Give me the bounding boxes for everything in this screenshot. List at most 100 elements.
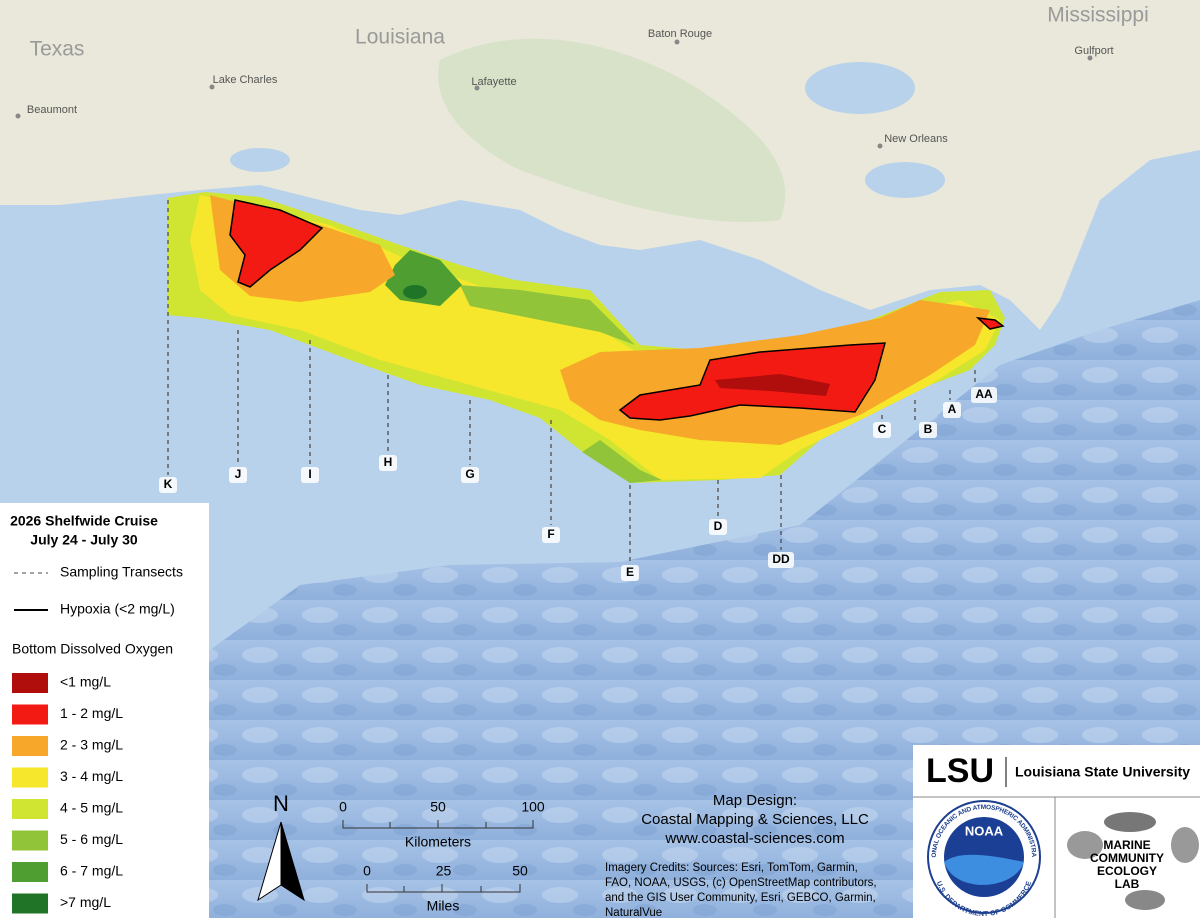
- city-marker: [209, 84, 215, 90]
- transect-label-bg: [768, 552, 794, 568]
- credits: Map Design: Coastal Mapping & Sciences, L…: [605, 792, 877, 918]
- city-marker: [877, 143, 883, 149]
- fish-drawing: [1104, 812, 1156, 832]
- transect-label-bg: [919, 422, 937, 438]
- zone-under-1: [715, 374, 830, 396]
- zone-1-2: [229, 199, 324, 288]
- legend-subtitle: Bottom Dissolved Oxygen: [12, 641, 173, 657]
- transect-label: J: [235, 467, 242, 481]
- noaa-logo: NOAA: [965, 823, 1004, 838]
- transect-label-bg: [159, 477, 177, 493]
- transect-label-bg: [461, 467, 479, 483]
- city-label: Beaumont: [27, 104, 77, 116]
- design-credit: Map Design:: [713, 792, 797, 809]
- transect-label-bg: [542, 527, 560, 543]
- transect-label-bg: [943, 402, 961, 418]
- scale-bar: Kilometers Miles 0 50 100 0 25 50: [339, 799, 545, 914]
- legend-label: 6 - 7 mg/L: [60, 863, 123, 879]
- lab-text: LAB: [1115, 877, 1140, 891]
- city-label: Lake Charles: [213, 74, 278, 86]
- transect-label: DD: [772, 552, 790, 566]
- zone-5-6: [460, 285, 635, 345]
- transect-label-bg: [301, 467, 319, 483]
- bay: [865, 162, 945, 198]
- legend-dates: July 24 - July 30: [30, 532, 138, 548]
- transect-label: E: [626, 565, 634, 579]
- transect-label: B: [924, 422, 933, 436]
- north-label: N: [273, 791, 289, 816]
- crab-drawing: [1171, 827, 1199, 863]
- state-label: Mississippi: [1047, 4, 1149, 27]
- transect-label: H: [384, 455, 393, 469]
- legend-item: Sampling Transects: [60, 564, 183, 580]
- legend-swatch: [12, 704, 48, 725]
- transect-label-bg: [971, 387, 997, 403]
- transect-label: D: [714, 519, 723, 533]
- zone-1-2: [975, 316, 1005, 330]
- scale-tick-label: 100: [521, 799, 545, 815]
- lake: [230, 148, 290, 172]
- legend-swatch: [12, 830, 48, 851]
- legend-swatch: [12, 767, 48, 788]
- imagery-credit: FAO, NOAA, USGS, (c) OpenStreetMap contr…: [605, 877, 877, 889]
- design-credit: Coastal Mapping & Sciences, LLC: [641, 811, 869, 828]
- transect-label: A: [948, 402, 957, 416]
- north-arrow: N: [257, 791, 305, 902]
- city-label: New Orleans: [884, 133, 948, 145]
- scale-tick-label: 0: [339, 799, 347, 815]
- legend-label: 5 - 6 mg/L: [60, 831, 123, 847]
- city-marker: [15, 113, 21, 119]
- transect-label-bg: [709, 519, 727, 535]
- city-label: Baton Rouge: [648, 28, 712, 40]
- legend-label: <1 mg/L: [60, 674, 111, 690]
- scale-tick-label: 25: [436, 863, 452, 879]
- state-label: Louisiana: [355, 26, 445, 49]
- transect-label-bg: [621, 565, 639, 581]
- legend-label: >7 mg/L: [60, 894, 111, 910]
- transect-label-bg: [873, 422, 891, 438]
- transect-label-bg: [379, 455, 397, 471]
- transect-label: C: [878, 422, 887, 436]
- legend-label: 1 - 2 mg/L: [60, 705, 123, 721]
- legend-label: 4 - 5 mg/L: [60, 800, 123, 816]
- legend: 2026 Shelfwide Cruise July 24 - July 30 …: [10, 513, 183, 914]
- state-label: Texas: [30, 38, 85, 61]
- noaa-wave: [944, 854, 1024, 885]
- oxygen-zones: [167, 192, 1005, 483]
- oyster-drawing: [1067, 831, 1103, 859]
- legend-title: 2026 Shelfwide Cruise: [10, 513, 158, 529]
- transect-label: K: [164, 477, 173, 491]
- lake-pontchartrain: [805, 62, 915, 114]
- deep-water: [0, 300, 1200, 918]
- legend-label: 2 - 3 mg/L: [60, 737, 123, 753]
- lab-text: MARINE: [1103, 838, 1150, 852]
- design-credit: www.coastal-sciences.com: [664, 830, 844, 847]
- km-bar: [342, 820, 534, 829]
- legend-swatch: [12, 673, 48, 693]
- place-labels: Texas Louisiana Mississippi Baton Rouge Gulf…: [15, 4, 1149, 149]
- legend-swatch: [12, 862, 48, 882]
- scale-tick-label: 0: [363, 863, 371, 879]
- lab-text: ECOLOGY: [1097, 864, 1157, 878]
- scale-tick-label: 50: [512, 863, 528, 879]
- city-marker: [474, 85, 480, 91]
- legend-item: Hypoxia (<2 mg/L): [60, 601, 175, 617]
- city-marker: [1087, 55, 1093, 61]
- legend-swatch: [12, 893, 48, 914]
- transect-label: F: [547, 527, 554, 541]
- lsu-name: Louisiana State University: [1015, 764, 1190, 780]
- mile-bar: [366, 884, 521, 893]
- legend-label: 3 - 4 mg/L: [60, 768, 123, 784]
- transect-label: I: [308, 467, 311, 481]
- zone-over-7: [403, 285, 427, 299]
- transect-label: G: [465, 467, 474, 481]
- legend-swatch: [12, 736, 48, 756]
- transect-label: AA: [975, 387, 993, 401]
- imagery-credit: and the GIS User Community, Esri, GEBCO,…: [605, 892, 876, 904]
- lsu-logo: LSU: [926, 752, 994, 790]
- city-label: Gulfport: [1074, 45, 1113, 57]
